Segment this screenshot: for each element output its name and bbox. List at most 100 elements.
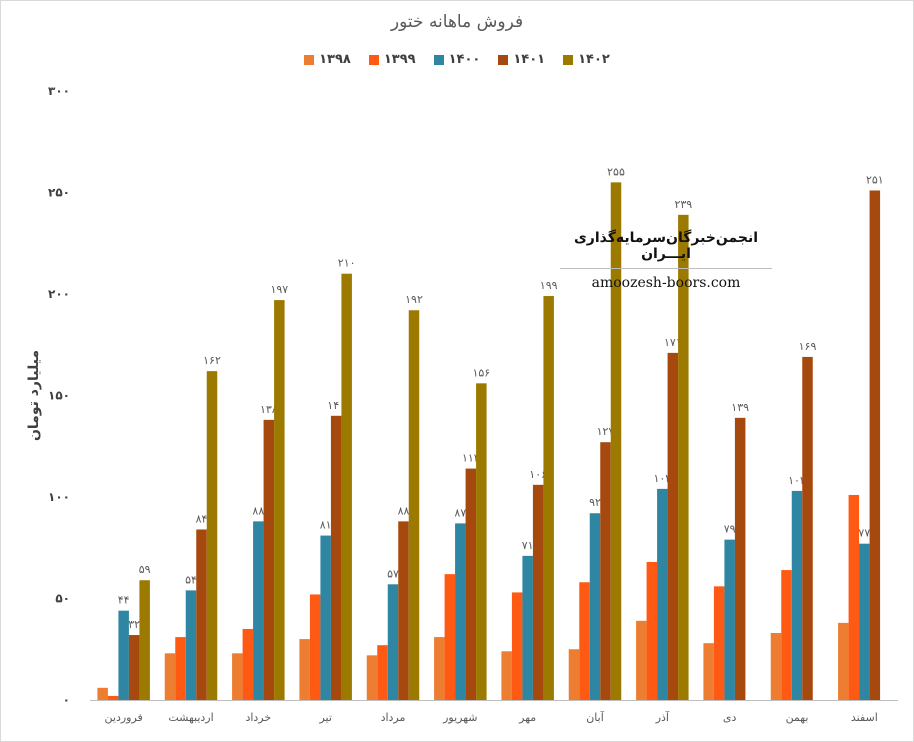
data-label: ۹۲ [589, 496, 601, 509]
bar [398, 521, 409, 700]
data-label: ۱۰۳ [788, 474, 806, 487]
legend-label: ۱۴۰۱ [513, 52, 546, 67]
bar [387, 584, 399, 700]
data-label: ۱۴۰ [327, 399, 345, 412]
legend-label: ۱۳۹۹ [383, 52, 416, 67]
bar [848, 494, 860, 700]
data-label: ۸۴ [196, 512, 208, 525]
x-tick-label: آذر [655, 710, 670, 724]
data-label: ۱۵۶ [472, 366, 490, 379]
data-label: ۳۲ [128, 618, 140, 631]
legend-item: ۱۴۰۱ [498, 52, 545, 67]
legend-item: ۱۳۹۹ [368, 52, 416, 67]
bar [667, 352, 679, 700]
data-label: ۱۳۸ [260, 403, 278, 416]
data-label: ۴۴ [118, 594, 130, 607]
bar [206, 371, 218, 700]
bar [600, 442, 611, 700]
data-label: ۲۱۰ [338, 257, 356, 270]
data-label: ۸۱ [320, 519, 332, 532]
data-label: ۲۵۱ [866, 173, 884, 186]
data-label: ۱۷۱ [664, 336, 682, 349]
bar [320, 535, 331, 700]
bar [657, 488, 668, 700]
x-tick-label: آبان [586, 710, 604, 724]
legend-label: ۱۴۰۰ [448, 52, 481, 67]
bar [579, 582, 590, 700]
legend-label: ۱۳۹۸ [319, 52, 351, 67]
bar [263, 419, 275, 700]
bar [330, 415, 342, 700]
y-tick-label: ۱۰۰ [48, 490, 70, 504]
data-label: ۱۳۹ [731, 401, 749, 414]
data-label: ۷۱ [522, 539, 534, 552]
legend-swatch [498, 54, 509, 65]
y-tick-label: ۰ [63, 693, 70, 707]
legend-label: ۱۴۰۲ [578, 52, 610, 67]
x-tick-label: مرداد [381, 711, 406, 724]
bar [465, 468, 477, 700]
legend-swatch [368, 54, 379, 65]
data-label: ۱۶۹ [799, 340, 817, 353]
legend-swatch [563, 54, 574, 65]
data-label: ۱۹۹ [540, 279, 558, 292]
x-tick-label: فروردین [105, 711, 143, 724]
data-label: ۱۹۲ [405, 293, 423, 306]
bar [678, 214, 689, 700]
x-tick-label: شهریور [442, 711, 477, 724]
data-label: ۱۹۷ [270, 283, 288, 296]
x-tick-label: اسفند [851, 711, 878, 724]
bar [522, 555, 533, 700]
chart-title: فروش ماهانه ختور [390, 12, 524, 32]
watermark-url: amoozesh-boors.com [591, 275, 741, 291]
bar [869, 190, 881, 700]
bar [781, 570, 792, 700]
bar [175, 637, 186, 700]
x-tick-label: اردیبهشت [168, 711, 213, 724]
bar [610, 182, 622, 701]
bar [703, 643, 714, 700]
bar [568, 649, 580, 700]
x-tick-label: دی [723, 711, 737, 724]
y-axis-title: میلیارد تومان [26, 350, 42, 441]
data-label: ۸۸ [398, 504, 410, 517]
bar [377, 645, 388, 700]
bar [838, 622, 849, 700]
x-tick-label: خرداد [245, 711, 271, 724]
bar [274, 300, 285, 700]
bar [118, 610, 129, 700]
bar [139, 580, 150, 700]
data-label: ۸۸ [252, 504, 264, 517]
data-label: ۵۹ [139, 563, 151, 576]
watermark-title: انجمن‌خبرگان‌سرمایه‌گذاری ایـــران [560, 230, 772, 269]
bar [107, 695, 119, 700]
bar [589, 513, 601, 700]
bar [341, 273, 352, 700]
legend-swatch [433, 54, 444, 65]
y-tick-label: ۲۰۰ [48, 287, 70, 301]
bar [444, 574, 456, 700]
bar [164, 653, 176, 700]
watermark: انجمن‌خبرگان‌سرمایه‌گذاری ایـــران amooz… [560, 230, 772, 291]
data-label: ۲۳۹ [674, 198, 692, 211]
bar [97, 687, 108, 700]
bar [791, 490, 803, 700]
data-label: ۱۶۲ [203, 354, 221, 367]
data-label: ۵۷ [387, 567, 399, 580]
data-label: ۱۰۶ [529, 468, 547, 481]
bar [253, 521, 264, 700]
x-tick-label: بهمن [786, 711, 809, 724]
bar [532, 484, 544, 700]
data-label: ۵۴ [185, 573, 197, 586]
data-label: ۷۹ [724, 523, 736, 536]
legend: ۱۳۹۸ ۱۳۹۹ ۱۴۰۰ ۱۴۰۱ ۱۴۰۲ [0, 52, 914, 67]
bar [859, 543, 870, 700]
data-label: ۸۷ [454, 506, 466, 519]
bar [501, 651, 512, 700]
legend-item: ۱۴۰۰ [433, 52, 481, 67]
x-tick-label: مهر [518, 711, 536, 724]
data-label: ۲۵۵ [607, 165, 625, 178]
x-tick-label: تیر [318, 711, 331, 724]
data-label: ۱۰۴ [653, 472, 671, 485]
bar [128, 635, 140, 700]
